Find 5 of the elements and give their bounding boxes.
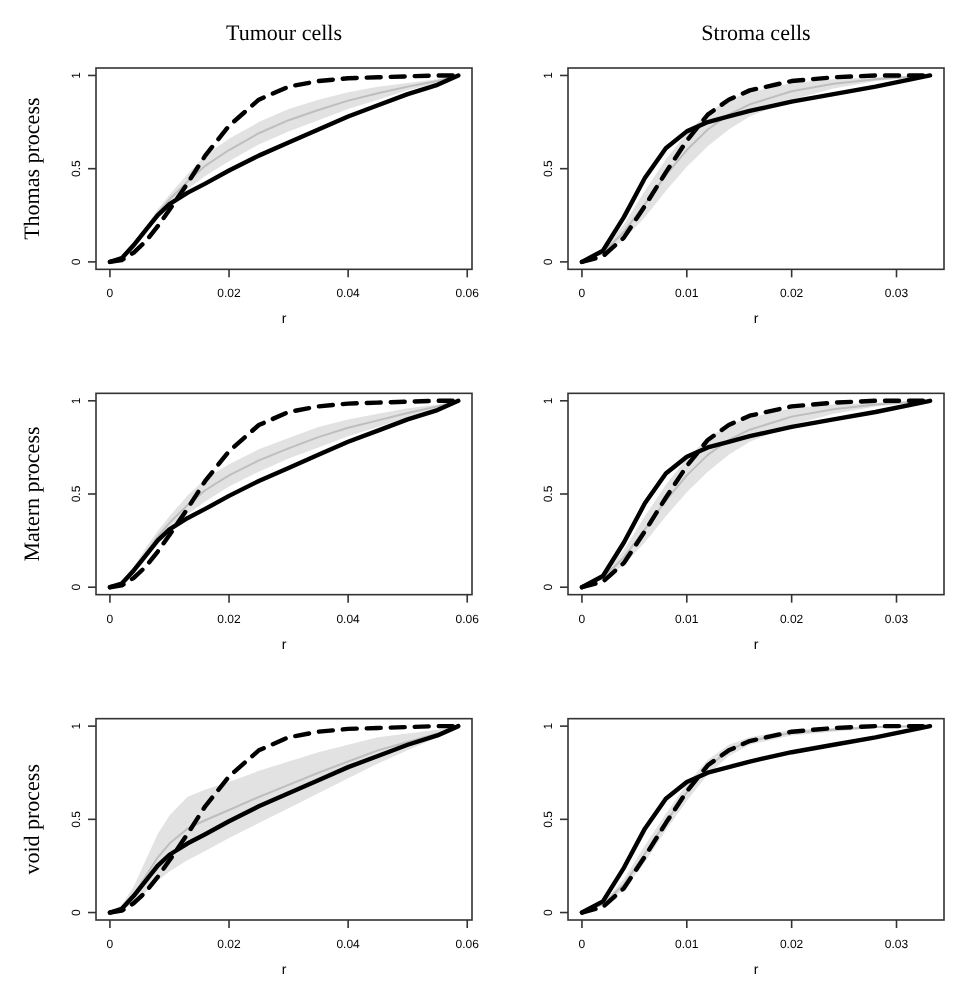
chart-title: Tumour cells xyxy=(226,22,342,46)
y-axis-title: void process xyxy=(21,764,46,875)
y-axis-title: Thomas process xyxy=(21,97,46,240)
chart-title: Stroma cells xyxy=(701,22,811,46)
y-axis-title: Matern process xyxy=(21,426,46,562)
